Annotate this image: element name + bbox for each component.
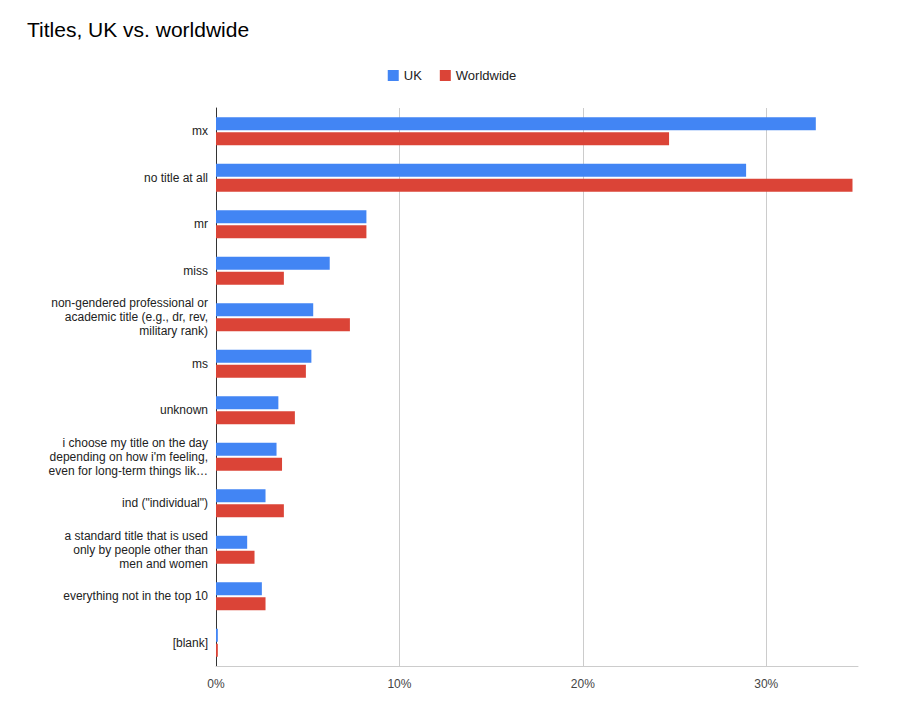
svg-text:everything not in the top 10: everything not in the top 10 — [63, 589, 208, 603]
svg-text:only by people other than: only by people other than — [73, 543, 208, 557]
svg-text:non-gendered professional or: non-gendered professional or — [51, 296, 208, 310]
svg-text:Worldwide: Worldwide — [456, 68, 516, 83]
svg-text:Titles, UK vs. worldwide: Titles, UK vs. worldwide — [27, 18, 249, 41]
svg-text:military rank): military rank) — [139, 324, 208, 338]
svg-text:mx: mx — [192, 124, 208, 138]
svg-text:ms: ms — [192, 357, 208, 371]
svg-text:[blank]: [blank] — [173, 636, 208, 650]
svg-text:even for long-term things lik…: even for long-term things lik… — [49, 464, 208, 478]
svg-text:10%: 10% — [387, 677, 411, 691]
svg-text:20%: 20% — [571, 677, 595, 691]
svg-text:UK: UK — [404, 68, 422, 83]
svg-text:unknown: unknown — [160, 403, 208, 417]
svg-text:0%: 0% — [207, 677, 225, 691]
svg-text:mr: mr — [194, 217, 208, 231]
svg-text:men and women: men and women — [119, 557, 208, 571]
svg-text:miss: miss — [183, 264, 208, 278]
svg-text:ind ("individual"): ind ("individual") — [122, 496, 208, 510]
svg-text:i choose my title on the day: i choose my title on the day — [63, 436, 208, 450]
svg-text:30%: 30% — [754, 677, 778, 691]
svg-text:depending on how i'm feeling,: depending on how i'm feeling, — [50, 450, 208, 464]
svg-text:academic title (e.g., dr, rev,: academic title (e.g., dr, rev, — [65, 310, 208, 324]
svg-text:no title at all: no title at all — [144, 171, 208, 185]
svg-text:a standard title that is used: a standard title that is used — [65, 529, 208, 543]
